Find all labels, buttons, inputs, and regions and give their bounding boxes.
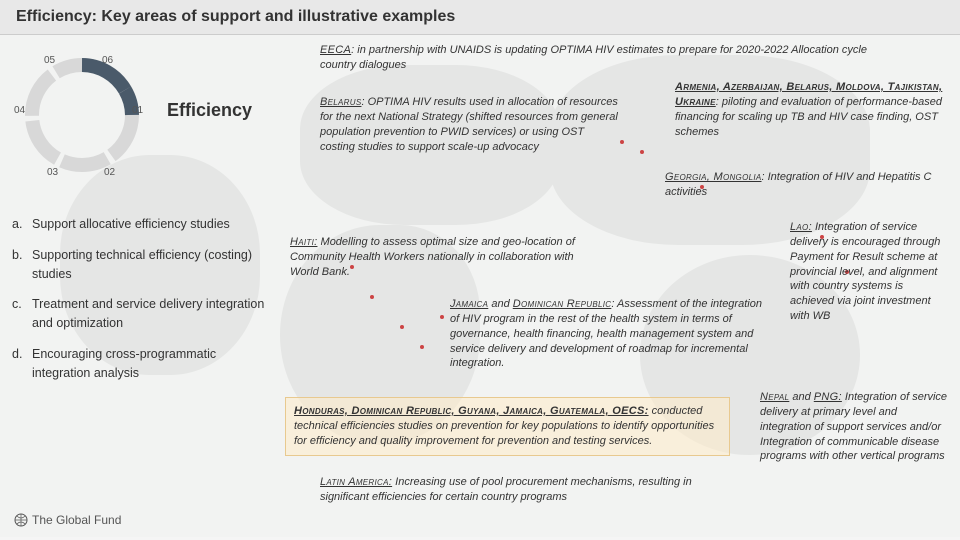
callout-country: Latin America: [320,476,392,488]
callout-country: Belarus [320,96,361,108]
page-title: Efficiency: Key areas of support and ill… [0,0,960,35]
callout-country: Honduras, Dominican Republic, Guyana, Ja… [294,405,649,417]
callout-mid: and [789,391,813,403]
callout-armenia: Armenia, Azerbaijan, Belarus, Moldova, T… [675,80,945,139]
callout-country: Lao: [790,221,812,233]
list-marker: d. [12,345,32,383]
globe-icon [14,513,28,527]
list-marker: b. [12,246,32,284]
list-text: Encouraging cross-programmatic integrati… [32,345,272,383]
callout-text: : in partnership with UNAIDS is updating… [320,44,867,71]
callout-text: : piloting and evaluation of performance… [675,96,942,138]
callout-country2: Dominican Republic [513,298,612,310]
support-list: a.Support allocative efficiency studies … [12,215,272,382]
callout-text: Integration of service delivery is encou… [790,221,940,322]
callout-text: Modelling to assess optimal size and geo… [290,236,575,278]
callout-country: EECA [320,44,351,56]
wheel-seg-04: 04 [14,105,25,116]
callout-text: : OPTIMA HIV results used in allocation … [320,96,618,153]
list-marker: c. [12,295,32,333]
list-item: c.Treatment and service delivery integra… [12,295,272,333]
wheel-seg-06: 06 [102,55,113,66]
logo-text: The Global Fund [32,513,121,527]
callout-belarus: Belarus: OPTIMA HIV results used in allo… [320,95,620,154]
callout-latam: Latin America: Increasing use of pool pr… [320,475,740,505]
wheel-title: Efficiency [167,100,252,121]
list-text: Treatment and service delivery integrati… [32,295,272,333]
callout-country: Haiti: [290,236,317,248]
left-column: 01 02 03 04 05 06 Efficiency a.Support a… [12,45,272,394]
wheel-seg-03: 03 [47,167,58,178]
callout-georgia: Georgia, Mongolia: Integration of HIV an… [665,170,935,200]
wheel-svg [12,45,152,185]
wheel-seg-02: 02 [104,167,115,178]
efficiency-wheel: 01 02 03 04 05 06 Efficiency [12,45,152,185]
callout-country: Nepal [760,391,789,403]
list-text: Support allocative efficiency studies [32,215,230,234]
callout-country: Georgia, Mongolia [665,171,762,183]
callout-honduras: Honduras, Dominican Republic, Guyana, Ja… [285,397,730,456]
content-area: 01 02 03 04 05 06 Efficiency a.Support a… [0,35,960,537]
list-text: Supporting technical efficiency (costing… [32,246,272,284]
wheel-seg-05: 05 [44,55,55,66]
list-marker: a. [12,215,32,234]
footer-logo: The Global Fund [14,513,121,527]
callout-country2: PNG: [814,391,842,403]
list-item: b.Supporting technical efficiency (costi… [12,246,272,284]
callout-jamaica: Jamaica and Dominican Republic: Assessme… [450,297,770,371]
list-item: d.Encouraging cross-programmatic integra… [12,345,272,383]
wheel-seg-01: 01 [132,105,143,116]
callout-haiti: Haiti: Modelling to assess optimal size … [290,235,590,280]
callout-country: Jamaica [450,298,488,310]
callout-lao: Lao: Integration of service delivery is … [790,220,950,324]
list-item: a.Support allocative efficiency studies [12,215,272,234]
callout-eeca: EECA: in partnership with UNAIDS is upda… [320,43,880,73]
callout-nepal: Nepal and PNG: Integration of service de… [760,390,950,464]
callout-mid: and [488,298,512,310]
